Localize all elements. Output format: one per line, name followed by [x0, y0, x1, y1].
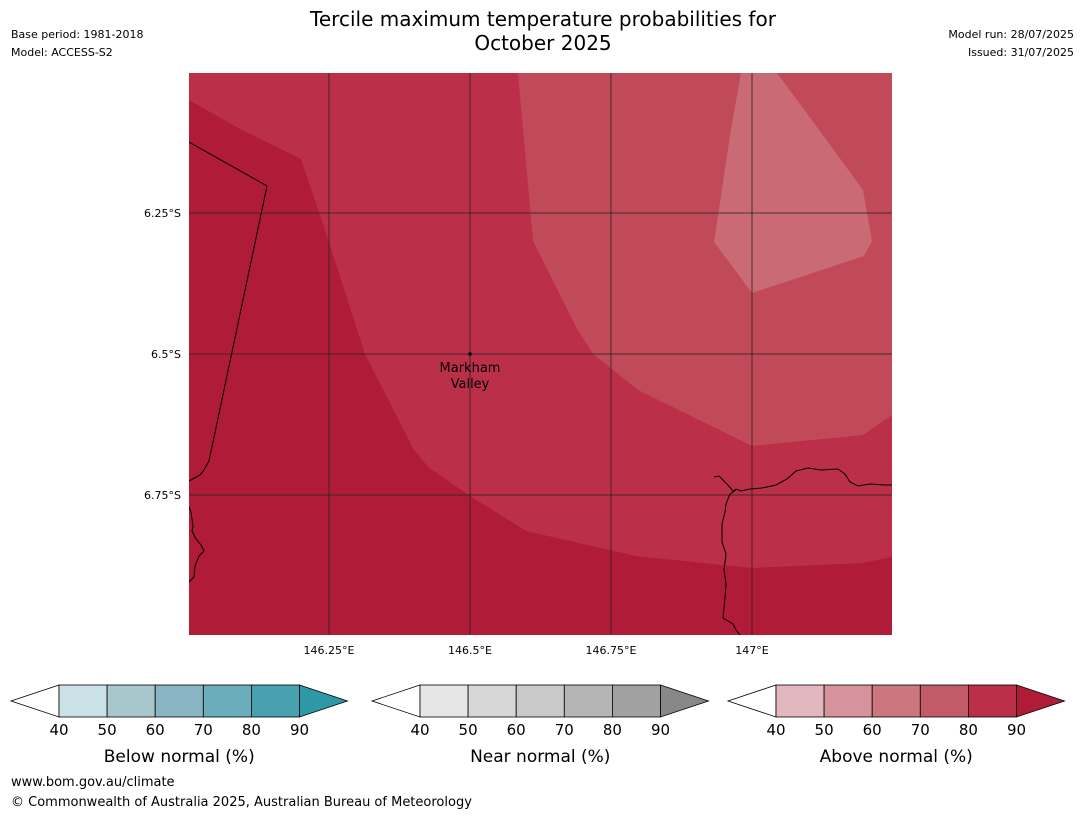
legend-near-tick-label: 70: [555, 721, 574, 739]
legend-above-segment: [871, 684, 921, 718]
legend-below-segment: [154, 684, 204, 718]
lon-label-146-75: 146.75°E: [586, 644, 637, 657]
legend-above-tick-label: 40: [766, 721, 785, 739]
legend-above-max-extension: [1016, 684, 1066, 718]
issued-text: Issued: 31/07/2025: [967, 46, 1074, 59]
legend-near-min-extension: [370, 684, 421, 718]
model-run-text: Model run: 28/07/2025: [948, 28, 1074, 41]
legend-below-segment: [106, 684, 156, 718]
legend-near-segment: [563, 684, 613, 718]
legend-above: 40 50 60 70 80 90 Above normal (%): [726, 684, 1066, 767]
lat-label-6-25: 6.25°S: [144, 207, 181, 220]
legend-below-tick-label: 50: [98, 721, 117, 739]
legend-near-segment: [419, 684, 469, 718]
legend-above-tick-label: 60: [863, 721, 882, 739]
place-label-line-1: Markham: [440, 361, 501, 376]
lon-label-146-5: 146.5°E: [448, 644, 492, 657]
legend-near-segment: [515, 684, 565, 718]
legend-above-segment: [775, 684, 825, 718]
base-period-text: Base period: 1981-2018: [11, 28, 144, 41]
markham-valley-point: [468, 352, 472, 356]
legend-above-tick-label: 50: [815, 721, 834, 739]
model-text: Model: ACCESS-S2: [11, 46, 113, 59]
lon-axis-labels: 146.25°E 146.5°E 146.75°E 147°E: [304, 644, 769, 657]
legend-below-max-extension: [299, 684, 349, 718]
river: [721, 489, 741, 635]
legend-below-segment: [250, 684, 300, 718]
lon-label-147: 147°E: [735, 644, 768, 657]
legend-above-tick-label: 90: [1007, 721, 1026, 739]
legend-above-title: Above normal (%): [820, 747, 973, 767]
lat-axis-labels: 6.25°S 6.5°S 6.75°S: [144, 207, 181, 502]
place-label-line-2: Valley: [451, 377, 490, 392]
legend-near-tick-label: 60: [507, 721, 526, 739]
lat-label-6-75: 6.75°S: [144, 489, 181, 502]
legend-near: 40 50 60 70 80 90 Near normal (%): [370, 684, 710, 767]
legend-below-tick-label: 60: [146, 721, 165, 739]
lat-label-6-5: 6.5°S: [151, 348, 181, 361]
coastline-east: [713, 467, 892, 492]
legend-below-tick-label: 80: [242, 721, 261, 739]
legend-near-title: Near normal (%): [470, 747, 610, 767]
header-right-meta: Model run: 28/07/2025 Issued: 31/07/2025: [948, 26, 1074, 62]
legend-near-max-extension: [660, 684, 710, 718]
legend-above-tick-label: 70: [911, 721, 930, 739]
header-left-meta: Base period: 1981-2018 Model: ACCESS-S2: [11, 26, 143, 62]
coastline-west: [189, 506, 205, 583]
footer-url: www.bom.gov.au/climate: [11, 775, 175, 790]
lon-label-146-25: 146.25°E: [304, 644, 355, 657]
legend-near-segment: [612, 684, 661, 718]
legend-above-segment: [968, 684, 1017, 718]
legend-above-segment: [919, 684, 969, 718]
title-line-2: October 2025: [474, 31, 612, 55]
boundaries: [189, 141, 892, 635]
legend-near-tick-label: 40: [410, 721, 429, 739]
legend-above-segment: [823, 684, 873, 718]
legend-near-tick-label: 90: [651, 721, 670, 739]
legend-below-tick-label: 70: [194, 721, 213, 739]
legend-below-tick-label: 90: [290, 721, 309, 739]
legend-near-segment: [467, 684, 517, 718]
legend-below-tick-label: 40: [49, 721, 68, 739]
place-marker: Markham Valley: [440, 352, 501, 392]
legend-above-min-extension: [726, 684, 777, 718]
legend-near-tick-label: 80: [603, 721, 622, 739]
legend-below-segment: [58, 684, 108, 718]
legend-above-tick-label: 80: [959, 721, 978, 739]
legend-near-tick-label: 50: [459, 721, 478, 739]
contour-60-zone: [714, 73, 872, 293]
legend-below-title: Below normal (%): [104, 747, 255, 767]
province-boundary: [189, 141, 268, 482]
legend-below: 40 50 60 70 80 90 Below normal (%): [9, 684, 349, 767]
title-line-1: Tercile maximum temperature probabilitie…: [310, 7, 776, 31]
chart-title: Tercile maximum temperature probabilitie…: [243, 7, 843, 55]
legend-below-segment: [202, 684, 252, 718]
legend-below-min-extension: [9, 684, 60, 718]
colorbar-legends: 40 50 60 70 80 90 Below normal (%) 40 50 60 70 80 90…: [9, 684, 1066, 767]
footer-copyright: © Commonwealth of Australia 2025, Austra…: [11, 795, 472, 810]
